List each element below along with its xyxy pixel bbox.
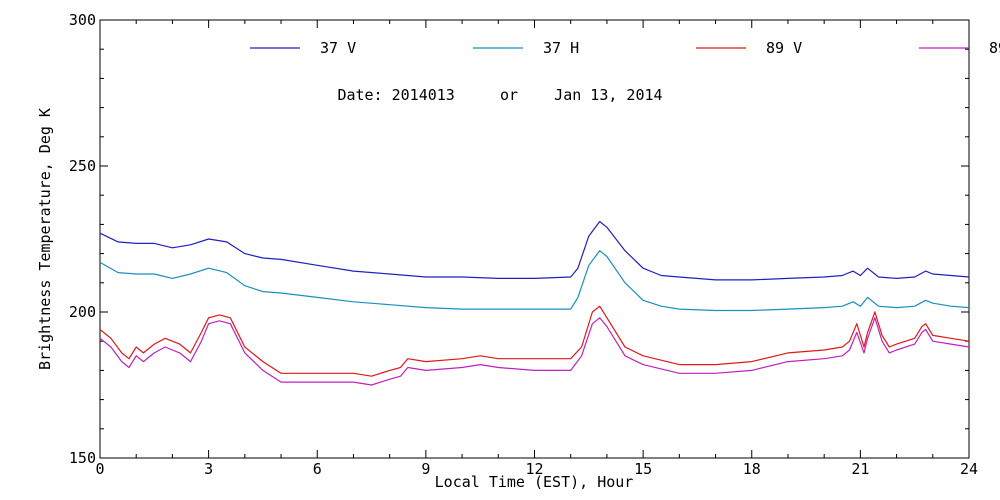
x-tick-label: 12 [525, 460, 543, 478]
legend-label: 89 V [766, 39, 802, 57]
x-tick-label: 0 [95, 460, 104, 478]
x-tick-label: 18 [743, 460, 761, 478]
x-tick-label: 21 [851, 460, 869, 478]
x-tick-label: 6 [313, 460, 322, 478]
series-line-37-v [99, 220, 970, 281]
series-lines [99, 220, 970, 386]
x-axis-label: Local Time (EST), Hour [435, 473, 634, 491]
legend-label: 37 H [543, 39, 579, 57]
x-tick-label: 15 [634, 460, 652, 478]
date-annotation: Date: 2014013 or Jan 13, 2014 [337, 86, 662, 104]
y-axis-label: Brightness Temperature, Deg K [36, 108, 54, 370]
legend: 37 V 37 H 89 V 89 H [250, 39, 1000, 57]
axis-tick-labels: 0 3 6 9 12 15 18 21 24 150 200 250 300 [69, 11, 978, 478]
y-tick-label: 300 [69, 11, 96, 29]
series-line-37-h [99, 250, 970, 312]
axis-ticks [99, 19, 970, 459]
legend-label: 89 H [989, 39, 1000, 57]
y-tick-label: 150 [69, 449, 96, 467]
y-tick-label: 200 [69, 303, 96, 321]
y-tick-label: 250 [69, 157, 96, 175]
series-line-89-h [99, 317, 970, 386]
x-tick-label: 9 [421, 460, 430, 478]
x-tick-label: 24 [960, 460, 978, 478]
legend-label: 37 V [320, 39, 356, 57]
series-line-89-v [99, 305, 970, 377]
x-tick-label: 3 [204, 460, 213, 478]
